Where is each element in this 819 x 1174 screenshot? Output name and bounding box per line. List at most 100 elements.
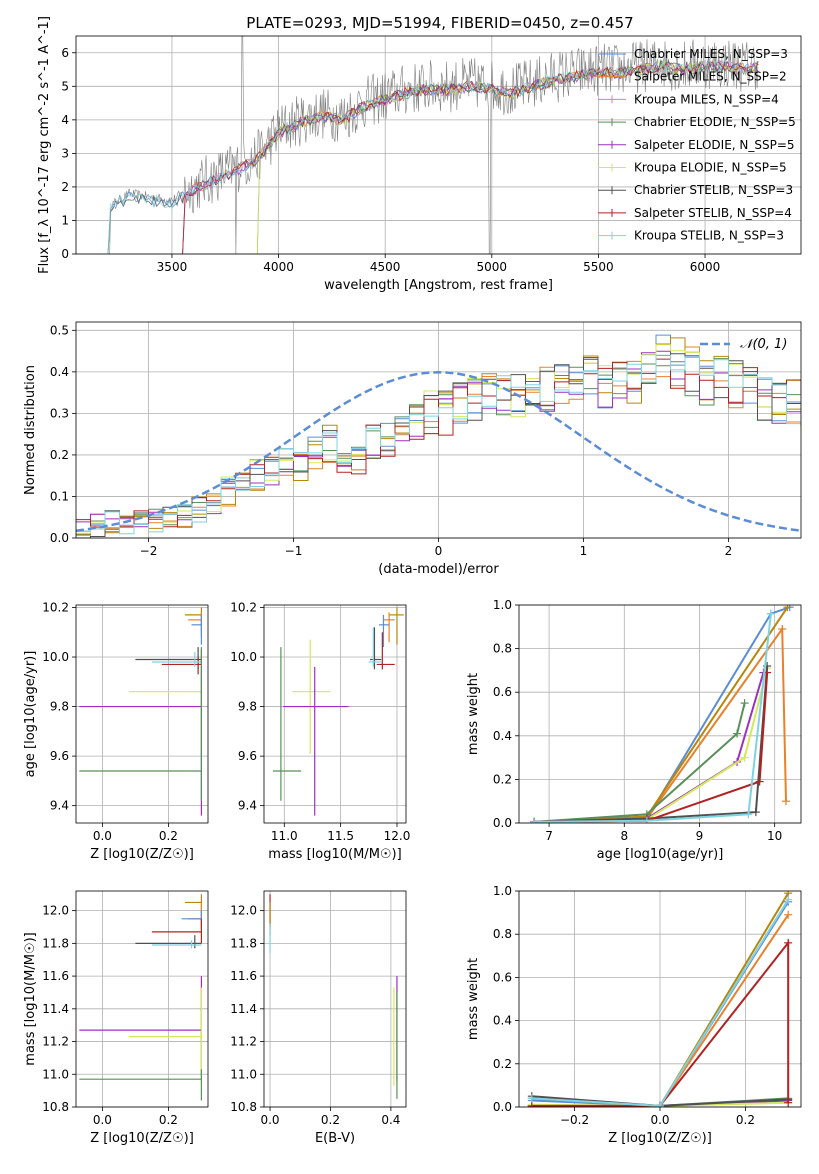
x-tick-label: 10 <box>767 829 782 843</box>
histogram-step <box>76 353 801 538</box>
plot-area-massweight_vs_age <box>530 605 794 823</box>
axes-frame <box>75 35 802 255</box>
y-tick-label: 0.3 <box>50 406 69 420</box>
y-axis-label: Normed distribution <box>23 365 38 495</box>
gaussian-curve <box>76 371 801 532</box>
y-tick-label: 9.6 <box>238 749 257 763</box>
errorbar-point <box>376 632 395 670</box>
y-tick-label: 11.2 <box>230 1035 257 1049</box>
errorbar-point <box>79 976 202 1076</box>
gridlines <box>76 605 208 823</box>
x-tick-label: 9 <box>696 829 704 843</box>
x-tick-label: 0.2 <box>321 1113 340 1127</box>
histogram-step <box>76 344 801 534</box>
x-tick-label: 5000 <box>477 260 508 274</box>
x-tick-label: 0.0 <box>93 1113 112 1127</box>
errorbar-point <box>128 674 202 757</box>
y-tick-label: 0 <box>61 247 69 261</box>
errorbar-point <box>79 647 202 801</box>
model-spectrum-line <box>256 59 757 254</box>
y-tick-label: 10.8 <box>230 1100 257 1114</box>
y-tick-label: 0.6 <box>493 970 512 984</box>
plot-area-massweight_vs_Z <box>527 891 793 1107</box>
gridlines <box>519 890 801 1108</box>
y-tick-label: 10.8 <box>42 1100 69 1114</box>
y-tick-label: 5 <box>61 79 69 93</box>
gridlines <box>76 891 208 1108</box>
y-tick-label: 1.0 <box>493 884 512 898</box>
errorbar-point <box>389 607 404 645</box>
y-tick-label: 9.8 <box>238 700 257 714</box>
legend-entry: Chabrier STELIB, N_SSP=3 <box>634 183 793 197</box>
x-tick-label: 6000 <box>690 260 721 274</box>
x-tick-label: 0.2 <box>159 1113 178 1127</box>
y-tick-label: 6 <box>61 46 69 60</box>
plot-area-mass_vs_ebv <box>269 894 398 1099</box>
x-tick-label: 11.0 <box>271 829 298 843</box>
mass-weight-line <box>533 665 769 823</box>
mass-weight-marker <box>733 729 742 738</box>
mass-weight-marker <box>755 777 764 786</box>
axes-residuals: −2 −1 0 1 2 0.0 0.1 0.2 0.3 0.4 0.5 (data-model)/er… <box>23 321 802 577</box>
x-tick-label: 12.0 <box>384 829 411 843</box>
y-tick-label: 11.6 <box>42 969 69 983</box>
y-tick-label: 0.4 <box>493 1014 512 1028</box>
mass-weight-line <box>533 702 746 823</box>
y-tick-label: 10.0 <box>42 650 69 664</box>
y-axis-label: age [log10(age/yr)] <box>23 651 38 778</box>
x-tick-label: 8 <box>620 829 628 843</box>
legend-entry: Chabrier MILES, N_SSP=3 <box>634 47 788 61</box>
errorbar-point <box>151 940 202 949</box>
mass-weight-marker <box>783 605 792 612</box>
errorbar-point <box>368 627 382 667</box>
mass-weight-marker <box>784 910 793 919</box>
mass-weight-marker <box>751 808 760 817</box>
errorbar-point <box>283 666 349 816</box>
mass-weight-marker <box>784 895 793 904</box>
y-tick-label: 9.6 <box>50 749 69 763</box>
errorbar-point <box>184 894 202 919</box>
errorbar-point <box>151 918 202 944</box>
y-tick-label: 11.2 <box>42 1035 69 1049</box>
mass-weight-marker <box>530 817 539 823</box>
axes-mass_vs_ebv: 0.0 0.2 0.4 10.8 11.0 11.2 11.4 11.6 11.8 12.0 E(B… <box>230 890 407 1146</box>
axes-frame <box>518 890 802 1108</box>
axes-frame <box>75 321 802 539</box>
y-tick-label: 0.6 <box>493 685 512 699</box>
mass-weight-line <box>533 606 789 823</box>
axes-age_vs_mass: 11.0 11.5 12.0 9.4 9.6 9.8 10.0 10.2 mass [log10… <box>230 600 410 862</box>
x-axis-label: (data-model)/error <box>378 562 499 577</box>
legend-entry: Kroupa MILES, N_SSP=4 <box>634 92 779 106</box>
x-axis-label: E(B-V) <box>315 1131 355 1146</box>
y-tick-label: 9.4 <box>50 799 69 813</box>
legend-entry: Kroupa STELIB, N_SSP=3 <box>634 229 784 243</box>
axes-frame <box>75 890 209 1108</box>
y-tick-label: 0.0 <box>493 1100 512 1114</box>
y-tick-label: 10.2 <box>42 600 69 614</box>
legend-entry: Kroupa ELODIE, N_SSP=5 <box>634 161 787 175</box>
errorbar-point <box>369 627 382 670</box>
x-tick-label: 4000 <box>263 260 294 274</box>
y-tick-label: 9.4 <box>238 799 257 813</box>
histogram-step <box>76 358 801 530</box>
histogram-step <box>76 354 801 535</box>
x-tick-label: 7 <box>545 829 553 843</box>
model-spectrum-line <box>107 59 759 254</box>
axes-massweight_vs_age: 7 8 9 10 0.0 0.2 0.4 0.6 0.8 1.0 age [log10(age/yr… <box>466 598 802 862</box>
mass-weight-marker <box>740 699 749 708</box>
y-tick-label: 4 <box>61 113 69 127</box>
x-tick-label: 0 <box>435 544 443 558</box>
x-tick-label: 11.5 <box>327 829 354 843</box>
errorbar-point <box>128 987 202 1085</box>
legend-entry: Salpeter STELIB, N_SSP=4 <box>634 206 792 220</box>
errorbar-point <box>135 935 202 949</box>
y-tick-label: 11.0 <box>42 1067 69 1081</box>
gridlines <box>264 891 406 1108</box>
y-tick-label: 10.0 <box>230 650 257 664</box>
y-tick-label: 11.4 <box>42 1002 69 1016</box>
x-tick-label: 0.0 <box>93 829 112 843</box>
plot-area-age_vs_Z <box>79 607 202 816</box>
x-tick-label: 0.2 <box>159 829 178 843</box>
legend-entry: Chabrier ELODIE, N_SSP=5 <box>634 115 796 129</box>
